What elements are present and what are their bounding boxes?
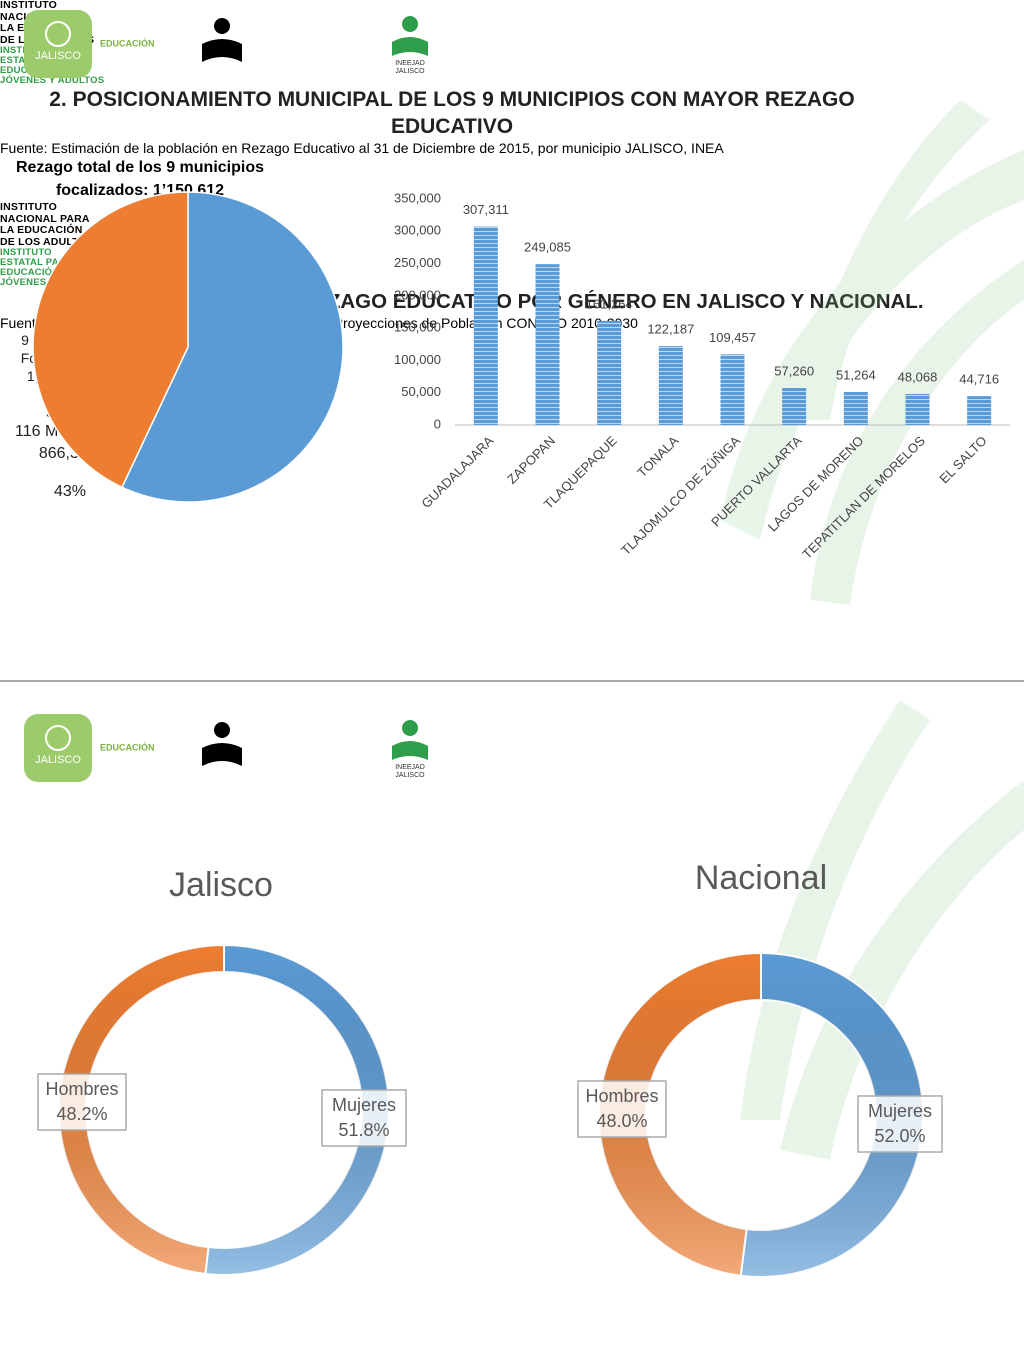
value-label: 48,068 [898, 369, 938, 384]
value-label: 109,457 [709, 330, 756, 345]
x-tick-label: EL SALTO [936, 433, 989, 486]
donut-title: Nacional [695, 859, 827, 897]
bar [843, 391, 868, 425]
data-label-category: Mujeres [332, 1095, 396, 1115]
inea-icon-head [214, 18, 230, 34]
data-label-value: 51.8% [338, 1120, 389, 1140]
ineejad-text: EDUCACIÓN DE [0, 267, 76, 278]
value-label: 122,187 [647, 322, 694, 337]
value-label: 44,716 [959, 372, 999, 387]
jalisco-logo [24, 10, 92, 78]
data-label-value: 52.0% [874, 1126, 925, 1146]
donut-title: Jalisco [169, 866, 273, 904]
y-tick-label: 350,000 [394, 190, 441, 205]
source: Fuente: Estimación de la población en Re… [0, 140, 724, 156]
x-tick-label: ZAPOPAN [504, 433, 558, 487]
inea-text: NACIONAL PARA [0, 212, 90, 225]
educacion-label: EDUCACIÓN [100, 37, 155, 48]
y-tick-label: 50,000 [401, 384, 441, 399]
value-label: 51,264 [836, 367, 876, 382]
bar [473, 226, 498, 425]
x-tick-label: TLAJOMULCO DE ZÚÑIGA [618, 433, 743, 558]
data-label-box [577, 1080, 667, 1138]
data-label-box [37, 1073, 127, 1131]
ineejad-icon-body [392, 741, 428, 760]
value-label: 57,260 [774, 363, 814, 378]
inea-text: INSTITUTO [0, 0, 58, 11]
bar [967, 396, 992, 425]
inea-icon-body [202, 743, 242, 766]
jalisco-label: JALISCO [35, 50, 81, 62]
data-label-value: 48.0% [596, 1111, 647, 1131]
y-tick-label: 0 [434, 416, 441, 431]
value-label: 161,264 [586, 296, 633, 311]
jalisco-label: JALISCO [35, 754, 81, 766]
ineejad-text: ESTATAL PARA LA [0, 257, 89, 268]
data-label-category: Hombres [585, 1086, 658, 1106]
ineejad-text: INSTITUTO [0, 247, 52, 258]
inea-icon-head [214, 722, 230, 738]
x-tick-label: TONALA [634, 433, 681, 480]
bar [535, 264, 560, 425]
bar [905, 393, 930, 425]
ineejad-icon-head [402, 16, 418, 32]
ineejad-tag: JALISCO [395, 772, 425, 779]
ineejad-icon-head [402, 720, 418, 736]
ineejad-tag: JALISCO [395, 68, 425, 75]
x-tick-label: GUADALAJARA [418, 433, 496, 511]
data-label-category: Hombres [45, 1079, 118, 1099]
y-tick-label: 250,000 [394, 255, 441, 270]
bar [782, 388, 807, 425]
y-tick-label: 300,000 [394, 223, 441, 238]
pie-slice [32, 191, 189, 489]
inea-text: INSTITUTO [0, 201, 58, 213]
bar [720, 354, 745, 425]
y-tick-label: 150,000 [394, 320, 441, 335]
ineejad-tag: INEEJAD [395, 764, 425, 771]
pie-label-value: 43% [53, 483, 87, 500]
data-label-value: 48.2% [56, 1104, 107, 1124]
pie-slice [121, 191, 344, 503]
inea-text: DE LOS ADULTOS [0, 235, 95, 248]
jalisco-emblem [45, 725, 71, 751]
data-label-category: Mujeres [868, 1101, 932, 1121]
slide-title: 2. POSICIONAMIENTO MUNICIPAL DE LOS 9 MU… [49, 88, 855, 138]
bar [658, 346, 683, 425]
educacion-label: EDUCACIÓN [100, 741, 155, 752]
bar [597, 320, 622, 425]
data-label-box [321, 1089, 407, 1147]
jalisco-emblem [45, 21, 71, 47]
inea-text: LA EDUCACIÓN [0, 224, 83, 236]
data-label-box [857, 1095, 943, 1153]
y-tick-label: 100,000 [394, 352, 441, 367]
value-label: 307,311 [463, 202, 509, 217]
ineejad-tag: INEEJAD [395, 60, 425, 67]
inea-icon-body [202, 39, 242, 62]
y-tick-label: 200,000 [394, 287, 441, 302]
jalisco-logo [24, 714, 92, 782]
value-label: 249,085 [524, 240, 571, 255]
ineejad-icon-body [392, 37, 428, 56]
ineejad-text: JÓVENES Y ADULTOS [0, 75, 105, 86]
